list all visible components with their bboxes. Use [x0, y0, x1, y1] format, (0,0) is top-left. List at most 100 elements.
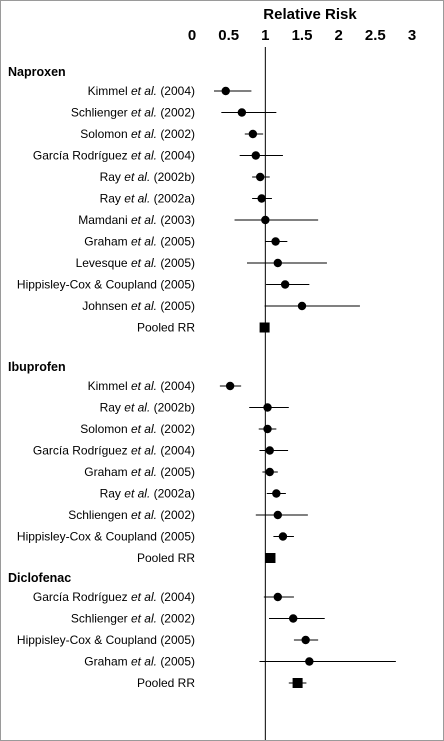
study-author: Solomon — [80, 127, 131, 141]
point-estimate — [257, 194, 266, 203]
study-label: Levesque et al. (2005) — [76, 256, 195, 270]
study-etal: et al. — [131, 299, 157, 313]
study-etal: et al. — [124, 170, 150, 184]
study-etal: et al. — [131, 655, 157, 669]
study-year: (2002) — [160, 422, 195, 436]
study-year: (2004) — [160, 379, 195, 393]
study-year: (2005) — [160, 278, 195, 292]
study-year: (2005) — [160, 465, 195, 479]
study-author: Ray — [100, 192, 125, 206]
point-estimate — [271, 237, 280, 246]
point-estimate — [278, 532, 288, 541]
study-label: Mamdani et al. (2003) — [78, 213, 195, 227]
group-heading: Diclofenac — [8, 571, 71, 585]
study-etal: et al. — [131, 235, 157, 249]
point-estimate — [280, 280, 290, 289]
study-etal: et al. — [131, 84, 157, 98]
study-label: García Rodríguez et al. (2004) — [33, 444, 195, 458]
point-estimate — [225, 381, 235, 391]
point-estimate — [273, 510, 282, 520]
point-estimate — [289, 614, 298, 623]
point-estimate — [237, 108, 247, 117]
study-author: Ray — [100, 401, 125, 415]
x-tick-label: 0 — [188, 27, 196, 44]
study-label: Graham et al. (2005) — [84, 655, 195, 669]
x-tick-label: 1.5 — [292, 27, 313, 44]
study-author: Mamdani — [78, 213, 131, 227]
study-author: Ray — [100, 170, 125, 184]
study-year: (2002a) — [154, 487, 195, 501]
study-year: (2002) — [160, 612, 195, 626]
pooled-label: Pooled RR — [137, 676, 195, 690]
x-tick-label: 0.5 — [218, 27, 239, 44]
study-author: Schliengen — [68, 508, 131, 522]
pooled-marker — [259, 322, 270, 333]
study-year: (2004) — [160, 444, 195, 458]
pooled-label: Pooled RR — [137, 551, 195, 565]
study-label: Graham et al. (2005) — [84, 465, 195, 479]
study-label: Solomon et al. (2002) — [80, 127, 195, 141]
point-estimate — [263, 424, 272, 434]
study-year: (2005) — [160, 299, 195, 313]
study-label: Solomon et al. (2002) — [80, 422, 195, 436]
x-tick-label: 1 — [261, 27, 269, 44]
point-estimate — [265, 467, 274, 477]
study-author: García Rodríguez — [33, 590, 131, 604]
study-etal: et al. — [131, 508, 157, 522]
study-label: Ray et al. (2002b) — [100, 170, 195, 184]
study-author: Solomon — [80, 422, 131, 436]
pooled-marker — [292, 678, 303, 688]
study-year: (2002b) — [154, 170, 195, 184]
study-etal: et al. — [131, 256, 157, 270]
pooled-marker — [265, 553, 276, 563]
point-estimate — [272, 489, 281, 498]
study-year: (2002) — [160, 127, 195, 141]
point-estimate — [301, 635, 310, 645]
study-year: (2004) — [160, 590, 195, 604]
point-estimate — [263, 403, 272, 412]
study-author: Kimmel — [88, 379, 131, 393]
point-estimate — [256, 172, 265, 182]
study-author: Johnsen — [82, 299, 131, 313]
study-year: (2002b) — [154, 401, 195, 415]
study-author: Graham — [84, 655, 131, 669]
study-etal: et al. — [131, 127, 157, 141]
study-label: Kimmel et al. (2004) — [88, 84, 195, 98]
study-year: (2005) — [160, 256, 195, 270]
study-author: Ray — [100, 487, 125, 501]
study-label: Schlienger et al. (2002) — [71, 106, 195, 120]
study-etal: et al. — [131, 106, 157, 120]
study-author: Graham — [84, 465, 131, 479]
study-author: García Rodríguez — [33, 444, 131, 458]
study-etal: et al. — [124, 487, 150, 501]
point-estimate — [265, 446, 274, 455]
study-label: García Rodríguez et al. (2004) — [33, 149, 195, 163]
study-label: Schliengen et al. (2002) — [68, 508, 195, 522]
study-label: Ray et al. (2002a) — [100, 192, 195, 206]
study-year: (2002) — [160, 508, 195, 522]
group-heading: Naproxen — [8, 65, 66, 79]
study-label: Ray et al. (2002a) — [100, 487, 195, 501]
x-tick-label: 2 — [334, 27, 342, 44]
study-label: Ray et al. (2002b) — [100, 401, 195, 415]
study-year: (2002) — [160, 106, 195, 120]
study-year: (2004) — [160, 84, 195, 98]
study-year: (2005) — [160, 633, 195, 647]
study-label: Hippisley-Cox & Coupland (2005) — [17, 530, 195, 544]
study-etal: et al. — [131, 444, 157, 458]
study-label: Schlienger et al. (2002) — [71, 612, 195, 626]
study-label: García Rodríguez et al. (2004) — [33, 590, 195, 604]
point-estimate — [273, 592, 282, 602]
study-author: Hippisley-Cox & Coupland — [17, 530, 160, 544]
study-author: Hippisley-Cox & Coupland — [17, 278, 160, 292]
study-label: Johnsen et al. (2005) — [82, 299, 195, 313]
group-heading: Ibuprofen — [8, 360, 66, 374]
study-etal: et al. — [131, 149, 157, 163]
study-author: Schlienger — [71, 106, 131, 120]
study-year: (2003) — [160, 213, 195, 227]
study-etal: et al. — [131, 612, 157, 626]
x-tick-label: 2.5 — [365, 27, 386, 44]
study-etal: et al. — [131, 465, 157, 479]
